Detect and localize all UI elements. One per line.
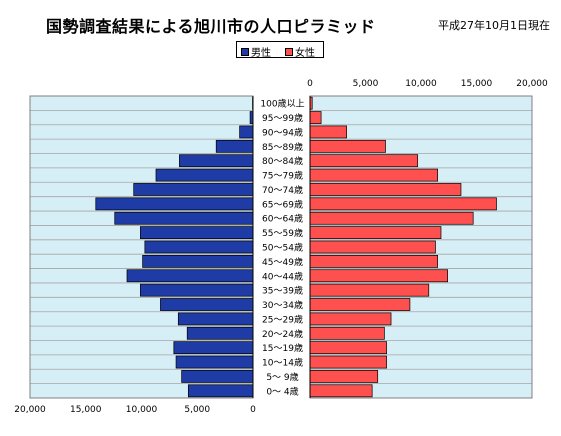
male-bar [177, 312, 254, 326]
female-bar [309, 139, 386, 153]
female-bar [309, 355, 387, 369]
age-label: 95～99歳 [262, 112, 303, 124]
legend: 男性 女性 [236, 41, 324, 59]
male-bar [140, 226, 254, 240]
female-axis-tick: 10,000 [405, 79, 437, 89]
age-label: 5～ 9歳 [266, 371, 298, 383]
female-bar [309, 197, 497, 211]
female-bar [309, 370, 379, 383]
male-bar [155, 168, 254, 182]
female-bar [309, 125, 347, 139]
age-label: 85～89歳 [262, 141, 303, 153]
female-bar [309, 240, 436, 254]
male-bar [126, 269, 254, 283]
male-axis-tick: 0 [250, 405, 256, 415]
age-label: 40～44歳 [262, 270, 303, 282]
male-bar [140, 283, 254, 297]
age-label: 0～ 4歳 [266, 385, 298, 397]
age-label: 55～59歳 [262, 227, 303, 239]
female-bar [309, 226, 442, 240]
female-axis-tick: 20,000 [516, 79, 548, 89]
male-bar [95, 197, 254, 211]
male-bar [239, 125, 254, 139]
female-bar [309, 183, 462, 196]
female-bar [309, 168, 439, 182]
legend-item-male: 男性 [241, 44, 271, 59]
female-bar [309, 254, 439, 268]
age-label: 65～69歳 [262, 198, 303, 210]
male-axis-tick: 5,000 [184, 405, 210, 415]
male-bar [181, 370, 254, 383]
female-bar [309, 283, 430, 297]
legend-label-female: 女性 [295, 48, 315, 59]
age-label: 100歳以上 [260, 98, 304, 110]
age-label: 15～19歳 [262, 342, 303, 354]
female-bar [309, 269, 448, 283]
age-label: 45～49歳 [262, 256, 303, 268]
legend-label-male: 男性 [251, 48, 271, 59]
male-bar [187, 384, 254, 398]
age-label: 35～39歳 [262, 285, 303, 297]
chart-title: 国勢調査結果による旭川市の人口ピラミッド [46, 17, 376, 36]
legend-swatch-male [241, 47, 249, 56]
female-axis-tick: 5,000 [353, 79, 379, 89]
age-label: 70～74歳 [262, 184, 303, 196]
age-label: 30～34歳 [262, 299, 303, 311]
male-bar [160, 298, 254, 311]
female-bar [309, 154, 419, 168]
age-label: 60～64歳 [262, 213, 303, 225]
male-bar [114, 211, 254, 225]
female-bar [309, 298, 411, 311]
age-label: 75～79歳 [262, 170, 303, 182]
female-axis-tick: 15,000 [461, 79, 493, 89]
survey-date: 平成27年10月1日現在 [438, 19, 550, 32]
male-axis-tick: 20,000 [14, 405, 46, 415]
female-bar [309, 312, 392, 326]
female-bar [309, 111, 322, 124]
male-axis-tick: 10,000 [126, 405, 158, 415]
age-label: 80～84歳 [262, 155, 303, 167]
age-label: 20～24歳 [262, 328, 303, 340]
male-bar [186, 326, 254, 340]
female-bar [309, 384, 373, 398]
male-bar [179, 154, 254, 168]
female-bar [309, 211, 474, 225]
female-axis-tick: 0 [307, 79, 313, 89]
age-label: 50～54歳 [262, 242, 303, 254]
male-bar [173, 341, 254, 355]
female-bar [309, 341, 387, 355]
male-bar [175, 355, 254, 369]
legend-item-female: 女性 [285, 44, 315, 59]
age-label-column [253, 96, 310, 398]
legend-swatch-female [285, 47, 293, 56]
age-label: 25～29歳 [262, 313, 303, 325]
male-bar [215, 139, 254, 153]
male-axis-tick: 15,000 [70, 405, 102, 415]
age-label: 10～14歳 [262, 357, 303, 369]
female-bar [309, 326, 385, 340]
male-bar [142, 254, 254, 268]
age-label: 90～94歳 [262, 126, 303, 138]
male-bar [144, 240, 254, 254]
male-bar [133, 183, 254, 196]
